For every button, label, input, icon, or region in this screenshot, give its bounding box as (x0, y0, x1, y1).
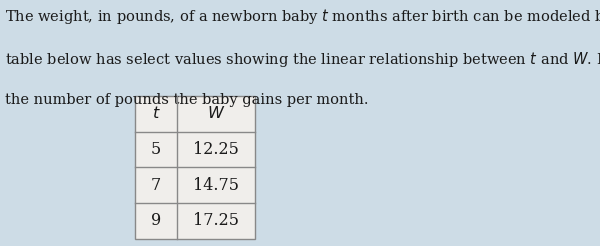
Text: $W$: $W$ (207, 105, 225, 122)
Text: 14.75: 14.75 (193, 177, 239, 194)
Text: table below has select values showing the linear relationship between $t$ and $W: table below has select values showing th… (5, 50, 600, 69)
Text: 12.25: 12.25 (193, 141, 239, 158)
Text: the number of pounds the baby gains per month.: the number of pounds the baby gains per … (5, 93, 368, 108)
Text: 7: 7 (151, 177, 161, 194)
Text: 9: 9 (151, 212, 161, 229)
Text: 17.25: 17.25 (193, 212, 239, 229)
Text: The weight, in pounds, of a newborn baby $t$ months after birth can be modeled b: The weight, in pounds, of a newborn baby… (5, 7, 600, 26)
Text: 5: 5 (151, 141, 161, 158)
Bar (135, 96, 255, 239)
Text: $t$: $t$ (152, 105, 160, 122)
